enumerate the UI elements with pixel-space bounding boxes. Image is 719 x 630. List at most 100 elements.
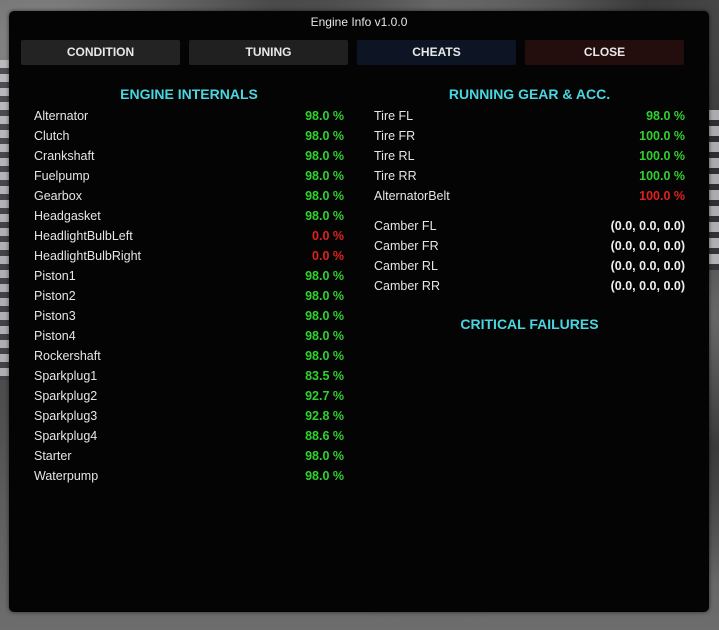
- camber-value: (0.0, 0.0, 0.0): [610, 239, 685, 253]
- tab-condition[interactable]: CONDITION: [21, 40, 180, 65]
- running-gear-panel: RUNNING GEAR & ACC. Tire FL 98.0 % Tire FR…: [374, 86, 685, 336]
- engine-part-row: Sparkplug4 88.6 %: [34, 426, 344, 446]
- engine-part-row: Sparkplug2 92.7 %: [34, 386, 344, 406]
- section-spacer: [374, 296, 685, 316]
- engine-part-label: Headgasket: [34, 209, 101, 223]
- engine-part-value: 98.0 %: [305, 469, 344, 483]
- gear-part-row: Tire FR 100.0 %: [374, 126, 685, 146]
- engine-part-label: Piston2: [34, 289, 76, 303]
- engine-part-row: HeadlightBulbLeft 0.0 %: [34, 226, 344, 246]
- engine-part-row: Piston1 98.0 %: [34, 266, 344, 286]
- engine-internals-list: Alternator 98.0 % Clutch 98.0 % Crankshaft 98…: [34, 106, 344, 486]
- engine-part-label: Piston1: [34, 269, 76, 283]
- engine-part-label: Crankshaft: [34, 149, 95, 163]
- engine-part-label: Waterpump: [34, 469, 99, 483]
- engine-part-row: Fuelpump 98.0 %: [34, 166, 344, 186]
- engine-part-label: Gearbox: [34, 189, 82, 203]
- engine-part-value: 98.0 %: [305, 109, 344, 123]
- engine-part-row: Clutch 98.0 %: [34, 126, 344, 146]
- section-spacer: [374, 206, 685, 216]
- engine-part-label: Alternator: [34, 109, 89, 123]
- engine-part-value: 98.0 %: [305, 209, 344, 223]
- gear-part-label: Tire RL: [374, 149, 415, 163]
- gear-part-value: 100.0 %: [639, 189, 685, 203]
- gear-part-label: AlternatorBelt: [374, 189, 450, 203]
- engine-part-row: Piston3 98.0 %: [34, 306, 344, 326]
- engine-part-label: Sparkplug3: [34, 409, 98, 423]
- camber-value: (0.0, 0.0, 0.0): [610, 219, 685, 233]
- gear-part-value: 98.0 %: [646, 109, 685, 123]
- camber-label: Camber RL: [374, 259, 438, 273]
- engine-part-row: Starter 98.0 %: [34, 446, 344, 466]
- close-button[interactable]: CLOSE: [525, 40, 684, 65]
- gear-part-row: Tire RL 100.0 %: [374, 146, 685, 166]
- engine-part-value: 92.8 %: [305, 409, 344, 423]
- engine-part-value: 98.0 %: [305, 149, 344, 163]
- engine-part-row: Sparkplug1 83.5 %: [34, 366, 344, 386]
- engine-part-label: Fuelpump: [34, 169, 90, 183]
- engine-part-label: Sparkplug2: [34, 389, 98, 403]
- engine-part-value: 98.0 %: [305, 289, 344, 303]
- engine-part-row: Gearbox 98.0 %: [34, 186, 344, 206]
- camber-row: Camber RL (0.0, 0.0, 0.0): [374, 256, 685, 276]
- engine-part-label: Clutch: [34, 129, 70, 143]
- engine-part-label: Sparkplug4: [34, 429, 98, 443]
- running-gear-list: Tire FL 98.0 % Tire FR 100.0 % Tire RL 100.0 …: [374, 106, 685, 206]
- engine-part-row: Rockershaft 98.0 %: [34, 346, 344, 366]
- engine-part-label: Rockershaft: [34, 349, 101, 363]
- camber-label: Camber FL: [374, 219, 437, 233]
- engine-part-value: 0.0 %: [312, 249, 344, 263]
- window-title: Engine Info v1.0.0: [310, 15, 408, 29]
- gear-part-label: Tire FR: [374, 129, 416, 143]
- engine-part-value: 98.0 %: [305, 189, 344, 203]
- engine-part-row: Piston4 98.0 %: [34, 326, 344, 346]
- tab-tuning[interactable]: TUNING: [189, 40, 348, 65]
- engine-part-value: 92.7 %: [305, 389, 344, 403]
- engine-part-row: Headgasket 98.0 %: [34, 206, 344, 226]
- engine-part-label: Starter: [34, 449, 72, 463]
- engine-part-value: 98.0 %: [305, 449, 344, 463]
- gear-part-row: Tire RR 100.0 %: [374, 166, 685, 186]
- engine-part-row: HeadlightBulbRight 0.0 %: [34, 246, 344, 266]
- camber-row: Camber FR (0.0, 0.0, 0.0): [374, 236, 685, 256]
- gear-part-value: 100.0 %: [639, 169, 685, 183]
- engine-part-row: Piston2 98.0 %: [34, 286, 344, 306]
- gear-part-label: Tire FL: [374, 109, 414, 123]
- gear-part-value: 100.0 %: [639, 149, 685, 163]
- engine-part-value: 98.0 %: [305, 329, 344, 343]
- gear-part-row: AlternatorBelt 100.0 %: [374, 186, 685, 206]
- camber-list: Camber FL (0.0, 0.0, 0.0) Camber FR (0.0, 0…: [374, 216, 685, 296]
- engine-part-label: Piston3: [34, 309, 76, 323]
- engine-part-value: 98.0 %: [305, 269, 344, 283]
- camber-row: Camber RR (0.0, 0.0, 0.0): [374, 276, 685, 296]
- engine-part-label: HeadlightBulbRight: [34, 249, 142, 263]
- engine-part-value: 88.6 %: [305, 429, 344, 443]
- engine-part-row: Crankshaft 98.0 %: [34, 146, 344, 166]
- engine-part-value: 98.0 %: [305, 309, 344, 323]
- running-gear-title: RUNNING GEAR & ACC.: [448, 86, 611, 102]
- engine-part-row: Alternator 98.0 %: [34, 106, 344, 126]
- engine-part-label: Sparkplug1: [34, 369, 98, 383]
- critical-failures-title: CRITICAL FAILURES: [460, 316, 599, 332]
- tab-cheats[interactable]: CHEATS: [357, 40, 516, 65]
- engine-part-value: 98.0 %: [305, 169, 344, 183]
- camber-label: Camber RR: [374, 279, 440, 293]
- engine-part-row: Sparkplug3 92.8 %: [34, 406, 344, 426]
- engine-part-value: 98.0 %: [305, 349, 344, 363]
- engine-part-value: 98.0 %: [305, 129, 344, 143]
- camber-value: (0.0, 0.0, 0.0): [610, 259, 685, 273]
- engine-part-value: 0.0 %: [312, 229, 344, 243]
- engine-internals-panel: ENGINE INTERNALS Alternator 98.0 % Clutch 9…: [34, 86, 344, 486]
- tab-bar: CONDITION TUNING CHEATS CLOSE: [21, 40, 684, 65]
- gear-part-row: Tire FL 98.0 %: [374, 106, 685, 126]
- camber-row: Camber FL (0.0, 0.0, 0.0): [374, 216, 685, 236]
- engine-part-label: Piston4: [34, 329, 76, 343]
- gear-part-label: Tire RR: [374, 169, 417, 183]
- camber-label: Camber FR: [374, 239, 439, 253]
- engine-info-window: Engine Info v1.0.0 CONDITION TUNING CHEA…: [9, 11, 709, 612]
- engine-part-value: 83.5 %: [305, 369, 344, 383]
- background-stripes-right: [707, 110, 719, 270]
- engine-part-label: HeadlightBulbLeft: [34, 229, 133, 243]
- gear-part-value: 100.0 %: [639, 129, 685, 143]
- camber-value: (0.0, 0.0, 0.0): [610, 279, 685, 293]
